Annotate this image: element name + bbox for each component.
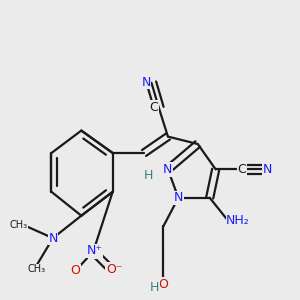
Text: N⁺: N⁺ — [87, 244, 103, 257]
Text: N: N — [88, 245, 98, 258]
Text: O: O — [158, 278, 168, 291]
Text: CH₃: CH₃ — [28, 264, 46, 274]
Text: O⁻: O⁻ — [106, 263, 122, 276]
Text: N: N — [48, 232, 58, 244]
Text: H: H — [150, 281, 159, 294]
Text: CH₃: CH₃ — [10, 220, 28, 230]
Text: C: C — [237, 163, 246, 176]
Text: N: N — [174, 191, 183, 204]
Text: C: C — [149, 101, 158, 114]
Text: N: N — [262, 163, 272, 176]
Text: N: N — [141, 76, 151, 89]
Text: H: H — [144, 169, 153, 182]
Text: N: N — [163, 163, 172, 176]
Text: NH₂: NH₂ — [226, 214, 250, 227]
Text: O: O — [70, 264, 80, 278]
